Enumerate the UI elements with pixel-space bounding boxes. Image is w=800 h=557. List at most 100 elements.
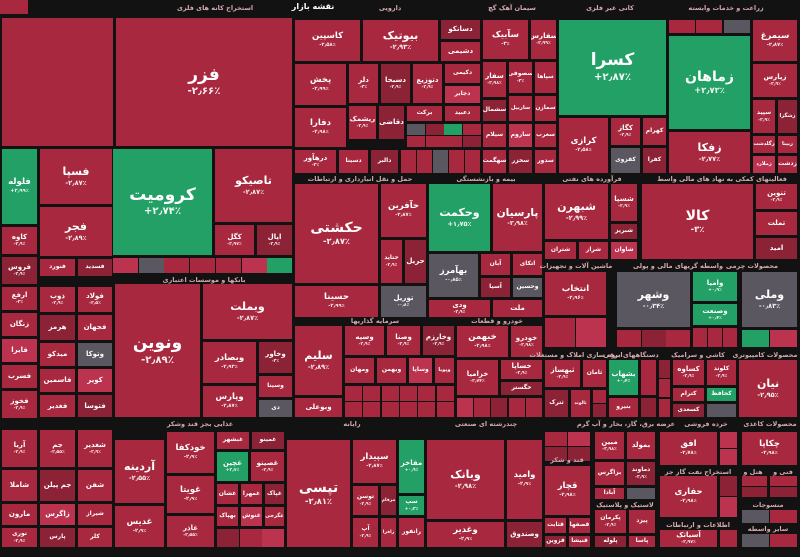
treemap-tile[interactable]: فلوله +۲٫۹۹٪ (2, 149, 37, 224)
treemap-tile-small[interactable] (164, 258, 189, 273)
treemap-tile[interactable]: بزاگرس (595, 462, 624, 485)
treemap-tile[interactable]: کسرا +۲٫۸۷٪ (559, 20, 666, 115)
treemap-tile[interactable]: وبهمن (377, 358, 406, 383)
treemap-tile-small[interactable] (262, 529, 284, 547)
treemap-tile[interactable]: وغدیر -۲٫۹٪ (427, 522, 504, 547)
treemap-tile-small[interactable] (696, 20, 722, 33)
treemap-tile[interactable]: سخزر (509, 150, 532, 173)
treemap-tile[interactable]: فنورد (40, 259, 75, 276)
treemap-tile[interactable]: خودکفا -۲٫۹٪ (167, 432, 214, 473)
treemap-tile[interactable]: دقاضی (379, 106, 404, 139)
treemap-tile[interactable]: زگلدشت (753, 136, 775, 153)
treemap-tile[interactable]: تملت (756, 212, 797, 235)
treemap-tile-small[interactable] (545, 432, 567, 446)
treemap-tile[interactable]: مبین -۲٫۹۸٪ (595, 432, 624, 459)
treemap-tile-small[interactable] (742, 476, 767, 486)
treemap-tile[interactable]: خگستر (501, 382, 542, 395)
treemap-tile[interactable]: وتوکا (78, 343, 112, 366)
treemap-tile-small[interactable] (659, 360, 670, 378)
treemap-tile[interactable]: کفرا (643, 148, 666, 173)
treemap-tile[interactable]: نوری -۲٫۹٪ (2, 528, 37, 547)
treemap-tile[interactable]: فسرب (2, 365, 37, 388)
treemap-tile[interactable]: وشهر -۰٫۳۴٪ (617, 272, 690, 327)
treemap-tile[interactable]: وصندوق (507, 522, 542, 547)
treemap-tile-small[interactable] (426, 124, 444, 135)
treemap-tile[interactable]: ثبهساز -۲٫۹٪ (545, 360, 580, 387)
treemap-tile[interactable]: سپیدار -۲٫۸۷٪ (353, 440, 396, 483)
treemap-tile-small[interactable] (770, 534, 797, 547)
treemap-tile-small[interactable] (407, 124, 425, 135)
treemap-tile-small[interactable] (720, 476, 737, 496)
treemap-tile[interactable]: دماوند -۲٫۹٪ (627, 462, 655, 485)
treemap-tile[interactable]: غویتا -۲٫۹٪ (167, 476, 214, 513)
treemap-tile-small[interactable] (642, 330, 666, 347)
treemap-tile[interactable]: ومهان (345, 358, 374, 383)
treemap-tile[interactable]: حتاید -۲٫۹٪ (381, 240, 402, 283)
treemap-tile[interactable]: زماهان +۲٫۷۲٪ (669, 36, 750, 129)
treemap-tile-small[interactable] (545, 318, 575, 347)
treemap-tile[interactable]: زپارس -۲٫۹٪ (753, 64, 797, 97)
treemap-tile[interactable]: فولاد -۲٫۵٪ (78, 287, 112, 312)
treemap-tile[interactable]: توریل -۰٫۸٪ (381, 286, 426, 317)
treemap-tile-small[interactable] (770, 510, 797, 523)
treemap-tile[interactable]: قزوین (545, 536, 566, 547)
treemap-tile[interactable]: دکیمی (445, 64, 480, 83)
treemap-tile[interactable]: آریا -۲٫۹٪ (2, 430, 37, 467)
treemap-tile[interactable]: کگل -۲٫۹۷٪ (215, 225, 254, 255)
treemap-tile[interactable]: غبشهر (217, 432, 249, 449)
treemap-tile[interactable]: دشیمی (441, 42, 480, 61)
treemap-tile[interactable]: حریل (405, 240, 426, 283)
treemap-tile[interactable]: انتخاب -۲٫۹۶٪ (545, 272, 606, 315)
treemap-tile-small[interactable] (720, 497, 737, 517)
treemap-tile[interactable]: حسینا -۲٫۹۹٪ (295, 286, 378, 317)
treemap-tile[interactable]: سفار -۲٫۹۸٪ (483, 62, 506, 97)
treemap-tile[interactable]: فغدیر (40, 395, 75, 417)
treemap-tile[interactable]: خبهمن -۲٫۹۸٪ (457, 326, 508, 357)
treemap-tile[interactable]: کاسپین -۲٫۵۸٪ (295, 20, 360, 61)
treemap-tile-small[interactable] (240, 529, 262, 547)
treemap-tile-small[interactable] (449, 150, 464, 173)
treemap-tile[interactable]: کهرام (643, 118, 666, 145)
treemap-tile[interactable]: سشمال (483, 100, 506, 121)
treemap-tile[interactable]: وبانک -۲٫۹۸٪ (427, 440, 504, 519)
treemap-tile[interactable]: وبملت -۲٫۸۷٪ (203, 284, 292, 339)
treemap-tile-small[interactable] (465, 150, 480, 173)
treemap-tile[interactable]: قثابت (545, 518, 566, 533)
treemap-tile-small[interactable] (770, 487, 797, 497)
treemap-tile[interactable]: دفارا -۲٫۹۸٪ (295, 108, 346, 147)
treemap-tile[interactable]: فجر -۲٫۸۹٪ (40, 207, 112, 256)
treemap-tile-small[interactable] (400, 386, 417, 401)
treemap-tile[interactable]: کویر (78, 369, 112, 392)
treemap-tile[interactable]: وبصادر -۲٫۹۳٪ (203, 342, 256, 383)
treemap-tile[interactable]: امید (756, 238, 797, 259)
treemap-tile-small[interactable] (593, 404, 606, 417)
treemap-tile[interactable]: افق -۲٫۷۸٪ (660, 432, 717, 465)
treemap-tile-small[interactable] (437, 402, 454, 417)
treemap-tile[interactable]: بهپاک (217, 507, 238, 526)
treemap-tile[interactable]: ساروم (509, 124, 532, 147)
treemap-tile[interactable]: رافزا (381, 518, 396, 547)
treemap-tile-small[interactable] (742, 510, 769, 523)
treemap-tile[interactable]: زاگرس (40, 504, 75, 525)
treemap-tile-small[interactable] (659, 379, 670, 397)
treemap-tile[interactable] (0, 0, 28, 14)
treemap-tile-small[interactable] (417, 150, 432, 173)
treemap-tile[interactable]: کالا -۳٪ (642, 184, 753, 259)
treemap-tile[interactable]: مارون (2, 504, 37, 525)
treemap-tile[interactable]: اپال -۲٫۹٪ (257, 225, 292, 255)
treemap-tile[interactable]: غاذر -۲٫۵۵٪ (167, 516, 214, 547)
treemap-tile[interactable]: دسبحا -۲٫۹٪ (381, 64, 410, 103)
treemap-tile[interactable]: غصینو -۲٫۹٪ (251, 452, 284, 481)
treemap-tile[interactable]: ودی -۲٫۹٪ (429, 300, 490, 317)
treemap-tile-small[interactable] (363, 402, 380, 417)
treemap-tile[interactable]: مرقام (381, 486, 396, 515)
treemap-tile[interactable]: کلوند -۲٫۹٪ (707, 360, 736, 385)
treemap-tile[interactable]: وامیا +۰٫۹٪ (693, 272, 737, 301)
treemap-tile[interactable]: فایرا (2, 339, 37, 362)
treemap-tile-small[interactable] (474, 398, 490, 417)
treemap-tile[interactable]: خودرو -۲٫۹۸٪ (511, 326, 542, 357)
treemap-tile-small[interactable] (190, 258, 215, 273)
treemap-tile-small[interactable] (426, 136, 444, 147)
treemap-tile-small[interactable] (400, 402, 417, 417)
treemap-tile-small[interactable] (693, 328, 707, 347)
